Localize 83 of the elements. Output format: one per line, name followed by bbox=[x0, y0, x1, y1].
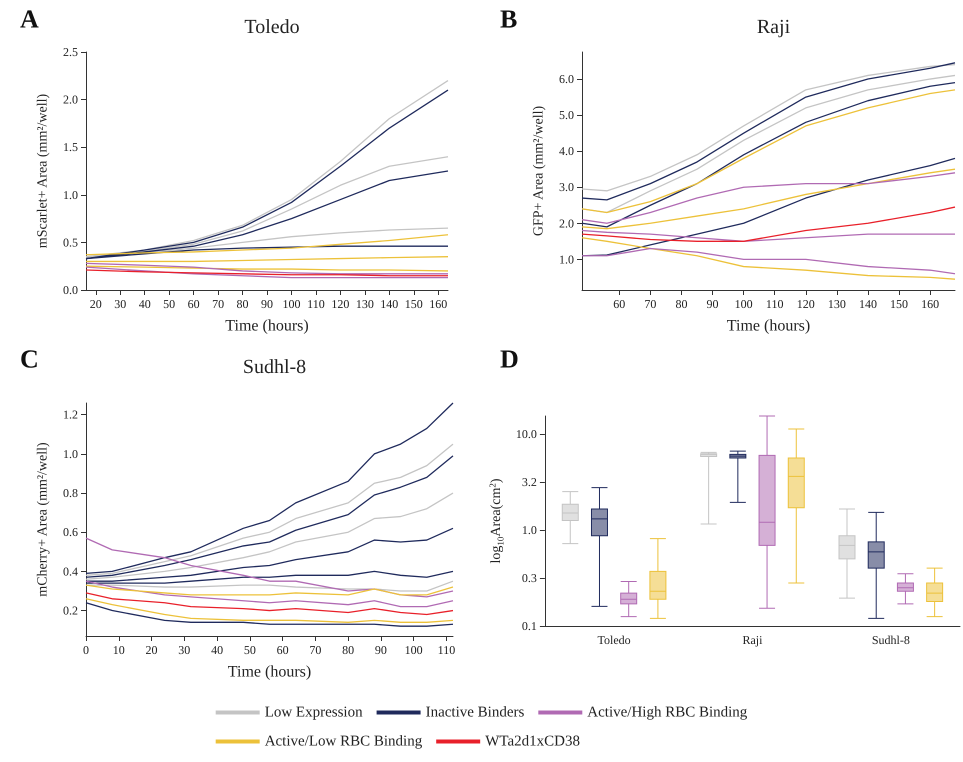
x-tick-label: 30 bbox=[114, 297, 126, 311]
x-tick-label: 130 bbox=[828, 297, 846, 311]
y-tick-label: 1.0 bbox=[522, 522, 537, 537]
x-tick-label: 60 bbox=[188, 297, 200, 311]
y-axis-title: GFP+ Area (mm²/well) bbox=[532, 106, 546, 236]
x-tick-label: 130 bbox=[356, 297, 374, 311]
x-tick-label: 140 bbox=[858, 297, 877, 311]
x-axis-title: Time (hours) bbox=[225, 318, 309, 334]
x-tick-label: 90 bbox=[261, 297, 273, 311]
x-tick-label: 60 bbox=[613, 297, 626, 311]
x-tick-label: 110 bbox=[307, 297, 325, 311]
x-tick-label: 110 bbox=[438, 643, 456, 657]
x-tick-label: 160 bbox=[429, 297, 448, 311]
x-tick-label: 10 bbox=[112, 643, 125, 657]
x-tick-label: 90 bbox=[706, 297, 719, 311]
text: D bbox=[500, 344, 519, 374]
y-tick-label: 0.3 bbox=[522, 570, 537, 585]
text: C bbox=[20, 344, 39, 374]
y-axis-title: log10Area(cm2) bbox=[488, 478, 506, 564]
legend-label: Active/High RBC Binding bbox=[587, 704, 748, 720]
x-tick-label: 70 bbox=[212, 297, 224, 311]
chart-title: Sudhl-8 bbox=[242, 356, 306, 378]
y-tick-label: 5.0 bbox=[559, 108, 574, 122]
y-tick-label: 0.8 bbox=[63, 486, 78, 500]
y-tick-label: 0.2 bbox=[63, 604, 78, 618]
y-tick-label: 1.2 bbox=[63, 408, 78, 422]
x-tick-label: 60 bbox=[276, 643, 289, 657]
x-tick-label: 40 bbox=[211, 643, 224, 657]
y-tick-label: 2.5 bbox=[63, 45, 78, 59]
chart-title: Raji bbox=[756, 16, 791, 38]
legend-label: Low Expression bbox=[264, 704, 364, 720]
y-tick-label: 0.1 bbox=[522, 619, 537, 633]
y-tick-label: 1.0 bbox=[63, 446, 78, 461]
x-tick-label: 70 bbox=[644, 297, 656, 311]
x-axis-title: Time (hours) bbox=[228, 664, 312, 680]
x-tick-label: 70 bbox=[309, 643, 322, 657]
y-tick-label: 2.0 bbox=[63, 92, 78, 107]
chart-title: Toledo bbox=[244, 16, 300, 38]
x-tick-label: Raji bbox=[742, 633, 764, 647]
y-tick-label: 1.5 bbox=[63, 140, 78, 154]
y-tick-label: 3.2 bbox=[522, 474, 537, 489]
x-tick-label: 50 bbox=[244, 643, 256, 657]
x-tick-label: 90 bbox=[374, 643, 387, 657]
x-tick-label: 20 bbox=[146, 643, 158, 657]
legend-label: Inactive Binders bbox=[426, 704, 524, 720]
y-axis-title: mCherry+ Area (mm²/well) bbox=[36, 442, 50, 597]
x-tick-label: 150 bbox=[890, 297, 908, 311]
y-tick-label: 1.0 bbox=[63, 188, 78, 202]
x-axis-title: Time (hours) bbox=[726, 318, 810, 334]
y-tick-label: 2.0 bbox=[559, 216, 574, 230]
text: A bbox=[20, 4, 39, 34]
y-tick-label: 4.0 bbox=[559, 144, 574, 158]
y-tick-label: 3.0 bbox=[559, 180, 574, 194]
y-axis-title: mScarlet+ Area (mm²/well) bbox=[36, 93, 50, 248]
y-tick-label: 1.0 bbox=[559, 252, 574, 266]
x-tick-label: Toledo bbox=[598, 633, 631, 647]
x-tick-label: 40 bbox=[138, 297, 151, 311]
text: B bbox=[500, 4, 518, 34]
y-tick-label: 0.5 bbox=[63, 235, 78, 250]
x-tick-label: 0 bbox=[83, 643, 89, 657]
y-tick-label: 0.6 bbox=[63, 525, 78, 540]
y-tick-label: 0.0 bbox=[63, 283, 78, 297]
x-tick-label: 120 bbox=[796, 297, 815, 311]
x-tick-label: 120 bbox=[331, 297, 350, 311]
x-tick-label: 20 bbox=[90, 297, 102, 311]
x-tick-label: 80 bbox=[675, 297, 688, 311]
legend-label: WTa2d1xCD38 bbox=[485, 734, 580, 750]
x-tick-label: 30 bbox=[178, 643, 190, 657]
y-tick-label: 10.0 bbox=[516, 426, 537, 441]
x-tick-label: 100 bbox=[734, 297, 753, 311]
x-tick-label: 100 bbox=[282, 297, 300, 311]
y-tick-label: 6.0 bbox=[559, 72, 574, 86]
x-tick-label: 80 bbox=[236, 297, 249, 311]
y-tick-label: 0.4 bbox=[63, 564, 78, 578]
x-tick-label: 140 bbox=[380, 297, 398, 311]
x-tick-label: 160 bbox=[921, 297, 940, 311]
x-tick-label: 110 bbox=[766, 297, 784, 311]
x-tick-label: Sudhl-8 bbox=[872, 633, 910, 647]
x-tick-label: 80 bbox=[342, 643, 354, 657]
x-tick-label: 100 bbox=[404, 643, 423, 657]
legend-label: Active/Low RBC Binding bbox=[264, 734, 423, 750]
x-tick-label: 150 bbox=[404, 297, 423, 311]
x-tick-label: 50 bbox=[163, 297, 176, 311]
